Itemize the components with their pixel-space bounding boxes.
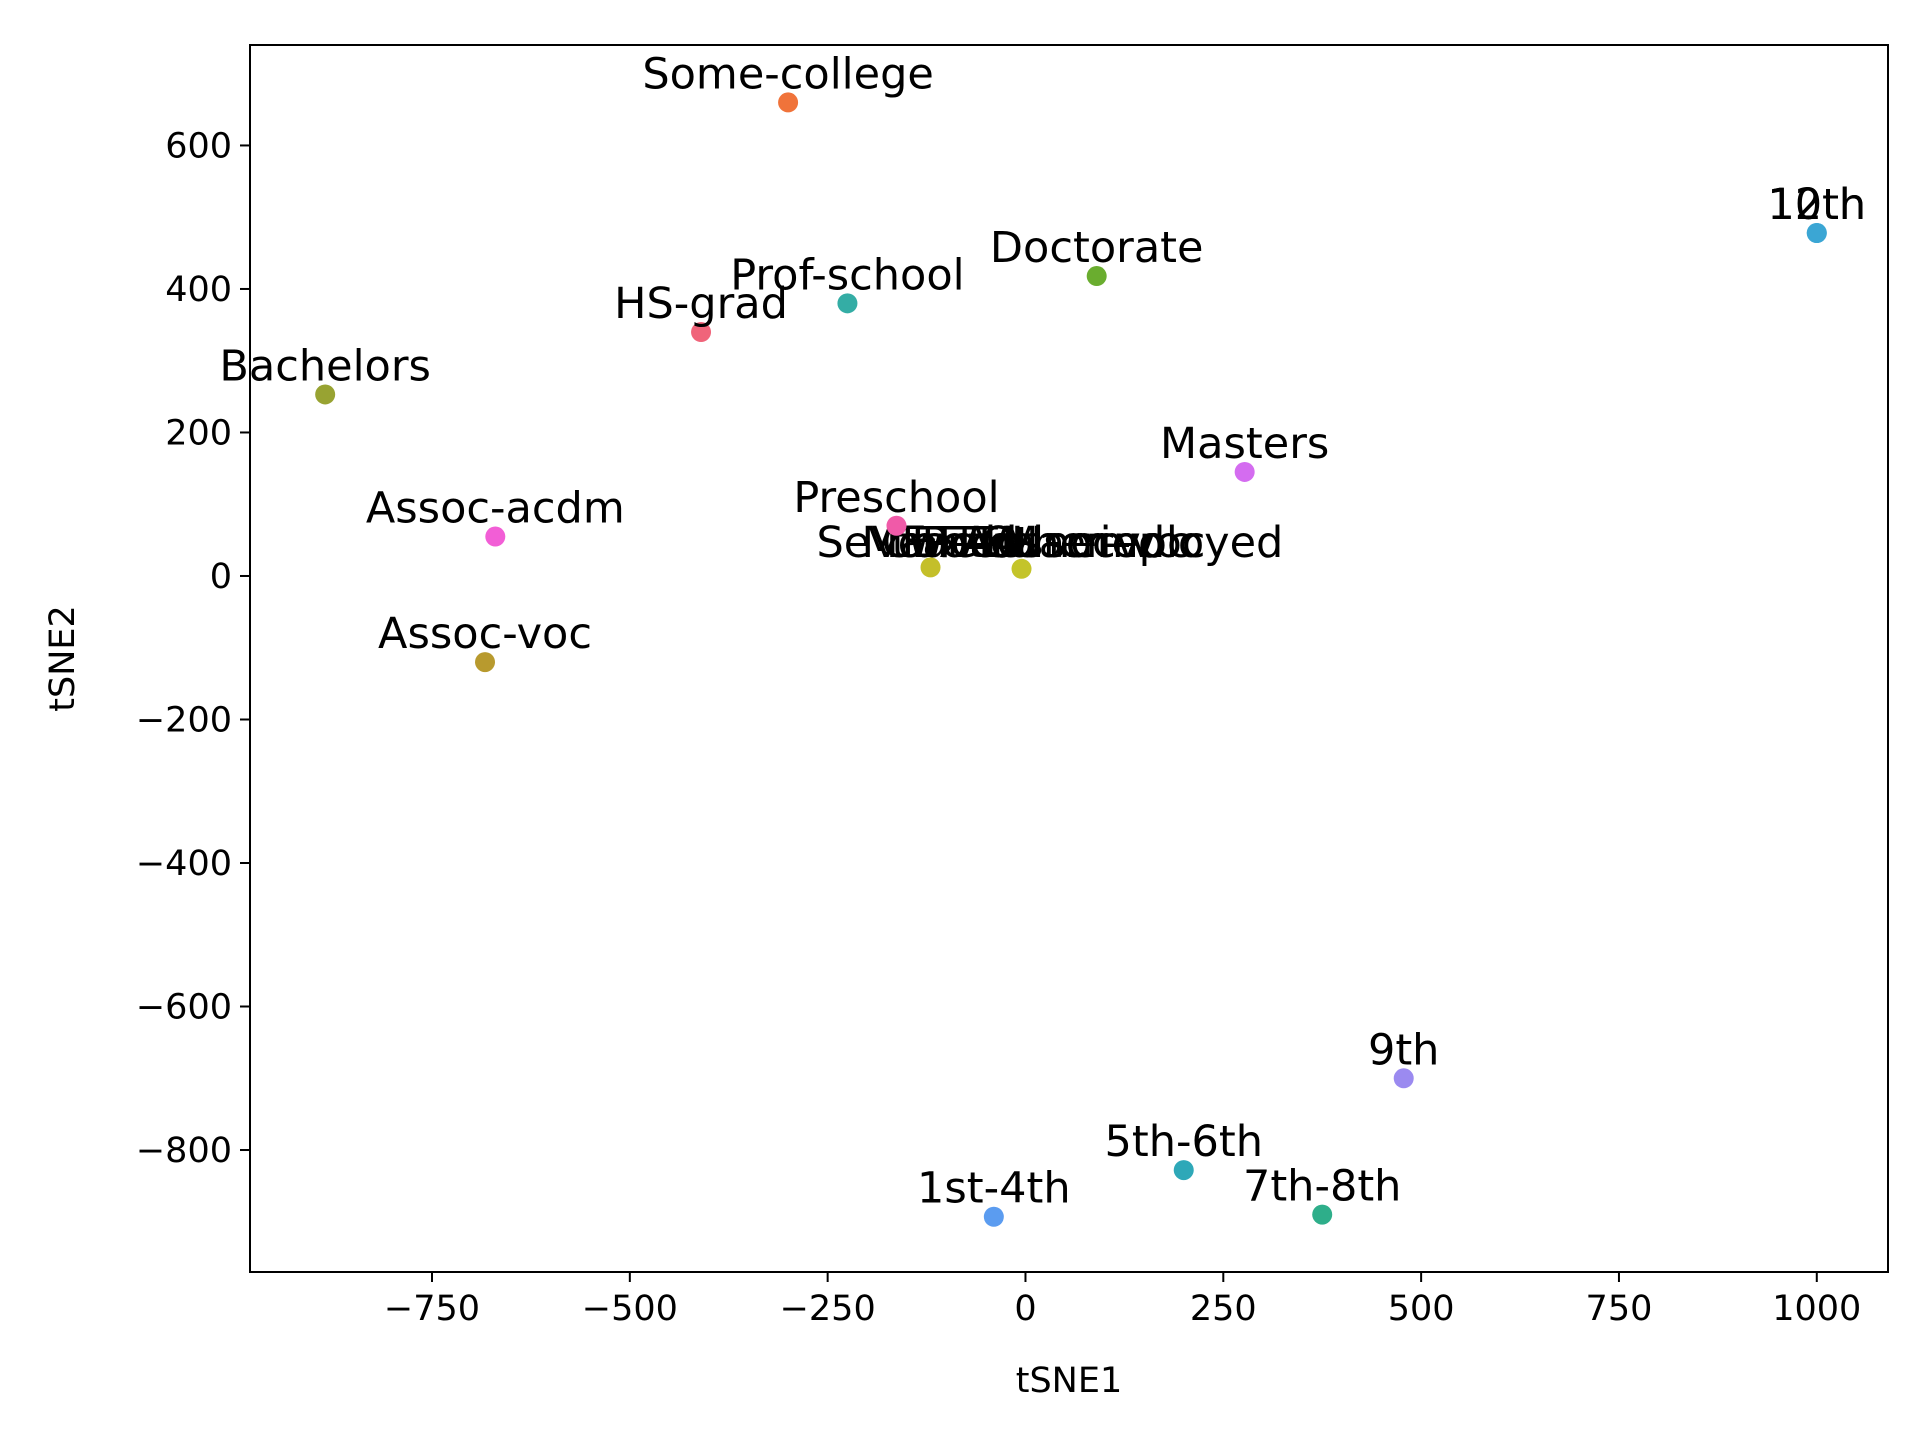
- point-label: Assoc-acdm: [366, 484, 625, 534]
- y-tick-label: −400: [136, 844, 232, 884]
- overlapping-label-cluster: SeMaVoCotwFaExPrTeothTecAdTraOther-vocAs…: [817, 518, 1284, 579]
- scatter-point: [1312, 1204, 1333, 1225]
- overlapping-point-label: Unemployed: [1012, 518, 1284, 568]
- y-tick-label: 200: [165, 413, 232, 453]
- y-axis-ticks: −800 −600 −400 −200 0 200 400 600: [136, 126, 250, 1171]
- scatter-point: [1234, 461, 1255, 482]
- scatter-point: [983, 1206, 1004, 1227]
- point-label: Some-college: [642, 49, 934, 99]
- point-label: Masters: [1160, 419, 1329, 469]
- overlapping-point-label: Other-voc: [982, 518, 1191, 568]
- overlapping-point-label: Tec: [951, 518, 1021, 568]
- point-label: 7th-8th: [1243, 1162, 1401, 1212]
- overlapping-point-label: Married: [1002, 518, 1166, 568]
- x-tick-label: 750: [1586, 1289, 1653, 1329]
- scatter-point: [485, 526, 506, 547]
- overlapping-point-label: oth: [942, 518, 1012, 568]
- point-label: 1st-4th: [917, 1164, 1071, 1214]
- overlapping-point-label: Assoc-voc: [992, 518, 1206, 568]
- point-label: 5th-6th: [1105, 1117, 1263, 1167]
- point-label: Doctorate: [990, 223, 1204, 273]
- scatter-point: [778, 92, 799, 113]
- overlapping-point-label: Te: [931, 518, 977, 568]
- overlapping-point-label: Ad: [962, 518, 1018, 568]
- scatter-point: [1086, 266, 1107, 287]
- scatter-point: [920, 557, 941, 578]
- x-tick-label: −500: [582, 1289, 678, 1329]
- point-label: Prof-school: [730, 250, 964, 300]
- overlapping-point-label: Ex: [912, 518, 965, 568]
- scatter-point: [1173, 1160, 1194, 1181]
- x-axis-ticks: −750 −500 −250 0 250 500 750 1000: [384, 1272, 1861, 1329]
- scatter-point: [475, 652, 496, 673]
- scatter-point: [315, 384, 336, 405]
- y-tick-label: 600: [165, 126, 232, 166]
- scatter-point: [1393, 1068, 1414, 1089]
- x-tick-label: 1000: [1772, 1289, 1861, 1329]
- x-tick-label: 500: [1388, 1289, 1455, 1329]
- scatter-point: [886, 515, 907, 536]
- x-tick-label: −250: [780, 1289, 876, 1329]
- plot-area-frame: [249, 44, 1889, 1273]
- point-label: 12th: [1767, 180, 1866, 230]
- scatter-point: [691, 322, 712, 343]
- point-label: 9th: [1368, 1025, 1439, 1075]
- x-axis-label: tSNE1: [1016, 1361, 1123, 1401]
- x-tick-label: −750: [384, 1289, 480, 1329]
- y-tick-label: −800: [136, 1131, 232, 1171]
- point-label: Assoc-voc: [378, 609, 592, 659]
- x-tick-label: 250: [1190, 1289, 1257, 1329]
- y-tick-label: 0: [210, 557, 232, 597]
- point-label: 10th: [1767, 180, 1866, 230]
- y-axis-label: tSNE2: [43, 605, 83, 712]
- y-tick-label: −600: [136, 988, 232, 1028]
- point-label: HS-grad: [614, 279, 788, 329]
- x-tick-label: 0: [1014, 1289, 1036, 1329]
- point-label: Preschool: [793, 473, 999, 523]
- y-tick-label: −200: [136, 700, 232, 740]
- y-tick-label: 400: [165, 270, 232, 310]
- scatter-point: [1806, 222, 1827, 243]
- overlapping-point-label: Se: [817, 518, 871, 568]
- overlapping-cluster-point: [1011, 558, 1032, 579]
- point-label: Bachelors: [219, 341, 431, 391]
- scatter-point: [837, 293, 858, 314]
